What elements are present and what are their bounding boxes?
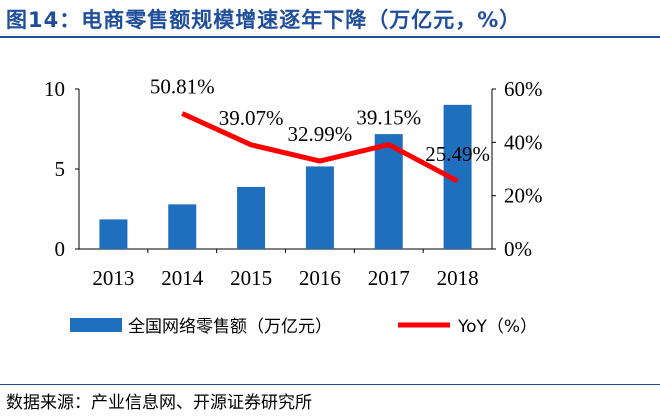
bar-2017 <box>374 134 403 249</box>
x-tick-label: 2014 <box>161 266 204 290</box>
yoy-data-label: 50.81% <box>150 75 215 99</box>
legend-line-label: YoY（%） <box>457 317 537 337</box>
right-tick-label: 40% <box>504 130 543 154</box>
left-tick-label: 10 <box>44 77 65 101</box>
right-tick-label: 0% <box>504 237 532 261</box>
x-tick-label: 2015 <box>230 266 272 290</box>
right-tick-label: 60% <box>504 77 543 101</box>
bar-2015 <box>237 186 266 249</box>
source-note: 数据来源：产业信息网、开源证券研究所 <box>6 393 312 413</box>
yoy-data-label: 32.99% <box>288 122 353 146</box>
figure-title: 图14：电商零售额规模增速逐年下降（万亿元，%） <box>6 8 522 32</box>
source-rule <box>0 384 660 385</box>
title-rule <box>0 36 660 38</box>
x-tick-label: 2016 <box>299 266 341 290</box>
yoy-data-label: 39.07% <box>219 106 284 130</box>
x-tick-label: 2017 <box>368 266 410 290</box>
yoy-data-label: 39.15% <box>356 106 421 130</box>
left-tick-label: 5 <box>55 157 66 181</box>
bar-2013 <box>99 219 128 249</box>
chart: 0 5 10 0% 20% 40% 60% 2013 2014 2015 2016 2017 2018 5… <box>44 75 543 337</box>
left-tick-label: 0 <box>55 237 66 261</box>
bar-2016 <box>305 166 334 249</box>
x-tick-label: 2013 <box>92 266 134 290</box>
right-tick-label: 20% <box>504 184 543 208</box>
bar-2014 <box>168 204 197 249</box>
legend-bar-swatch <box>70 318 122 332</box>
x-tick-label: 2018 <box>437 266 479 290</box>
legend-bar-label: 全国网络零售额（万亿元） <box>128 317 332 337</box>
yoy-data-label: 25.49% <box>425 142 490 166</box>
